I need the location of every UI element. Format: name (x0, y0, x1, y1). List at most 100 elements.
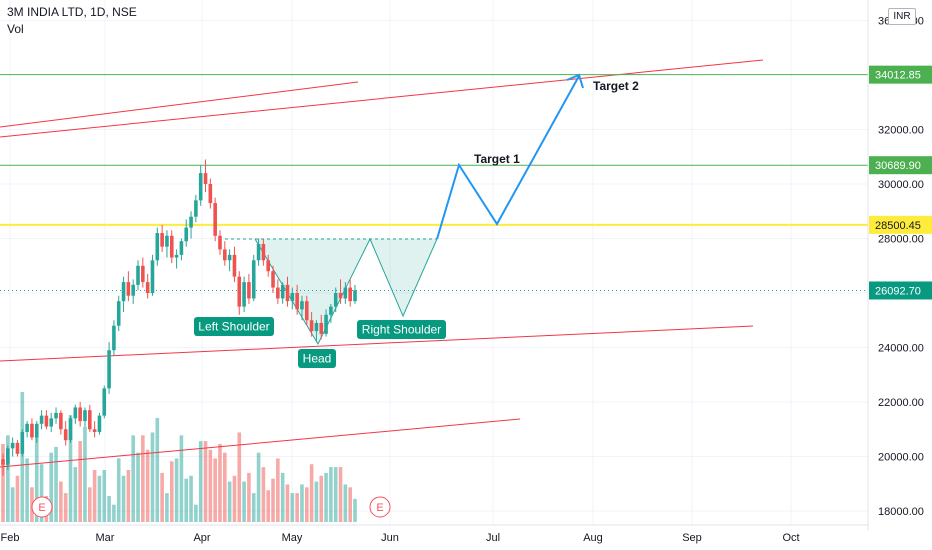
candle-body (251, 260, 256, 299)
candle-body (300, 301, 304, 310)
earnings-marker-1-label: E (38, 502, 45, 514)
pattern-label: Right Shoulder (362, 323, 441, 337)
volume-bar (131, 435, 135, 522)
candle-body (338, 293, 343, 299)
earnings-marker-2-label: E (376, 502, 383, 514)
pattern-label-badge[interactable] (357, 320, 446, 339)
price-level-label: 30689.90 (875, 160, 921, 172)
volume-bar (208, 449, 213, 522)
candle-body (165, 235, 169, 247)
volume-bar (213, 458, 217, 522)
candle-body (189, 216, 193, 228)
volume-bar (295, 493, 299, 522)
candle-body (237, 276, 242, 307)
earnings-marker-2[interactable] (369, 496, 391, 518)
trendline-upper-1 (0, 59, 764, 138)
volume-bar (145, 449, 150, 522)
volume-bar (261, 467, 266, 522)
volume-bar (348, 487, 352, 522)
x-tick-label: Jul (486, 532, 500, 544)
volume-indicator-label[interactable]: Vol (7, 22, 24, 36)
currency-badge[interactable]: INR (888, 8, 916, 25)
volume-bar (237, 432, 242, 522)
candle-body (343, 287, 348, 299)
volume-bar (304, 487, 309, 522)
candle-body (256, 243, 261, 261)
earnings-marker-1[interactable] (31, 496, 53, 518)
candle-body (174, 254, 179, 258)
volume-bar (285, 484, 290, 522)
volume-bar (300, 484, 304, 522)
pattern-label: Head (303, 352, 332, 366)
volume-bar (121, 475, 126, 522)
target-label[interactable]: Target 2 (593, 79, 639, 93)
candle-body (112, 325, 116, 351)
volume-bar (353, 498, 357, 522)
candle-body (194, 200, 198, 217)
volume-bar (1, 444, 5, 522)
pattern-fill-right (370, 239, 437, 316)
volume-bar (276, 458, 280, 522)
volume-bar (160, 472, 164, 522)
volume-bar (324, 472, 328, 522)
price-level-tag (869, 281, 932, 300)
candle-body (136, 265, 140, 285)
volume-bar (165, 493, 169, 522)
candle-body (49, 418, 54, 427)
symbol-title[interactable]: 3M INDIA LTD, 1D, NSE (7, 5, 137, 19)
volume-bar (34, 432, 39, 522)
x-tick-label: Sep (682, 532, 702, 544)
volume-bar (68, 415, 73, 522)
candle-body (319, 322, 324, 334)
volume-bar (314, 481, 319, 522)
volume-bar (6, 435, 10, 522)
volume-bar (203, 441, 208, 522)
candle-body (304, 301, 309, 321)
volume-bar (39, 464, 44, 522)
x-tick-label: Oct (782, 532, 799, 544)
candle-body (97, 415, 102, 432)
candle-body (6, 448, 10, 465)
price-level-tag (869, 215, 932, 234)
candle-body (131, 284, 135, 296)
candle-body (208, 184, 213, 204)
candle-body (203, 173, 208, 184)
volume-bar (20, 392, 25, 522)
pattern-label-badge[interactable] (194, 317, 274, 336)
x-tick-label: Apr (193, 532, 210, 544)
volume-bar (169, 461, 174, 522)
candle-body (34, 423, 39, 438)
candle-body (73, 407, 78, 419)
volume-bar (49, 452, 54, 522)
y-tick-label: 22000.00 (878, 397, 924, 409)
volume-bar (102, 470, 107, 522)
candle-body (116, 301, 121, 326)
candle-body (150, 260, 155, 293)
candle-body (232, 254, 237, 277)
volume-bar (54, 446, 58, 522)
trendline-neck-support (0, 325, 754, 362)
projection-path (436, 73, 584, 240)
time-axis[interactable]: Feb Mar Apr May Jun Jul Aug Sep Oct (1, 532, 800, 544)
volume-bar (78, 441, 82, 522)
candle-body (169, 235, 174, 258)
volume-bar (198, 441, 203, 522)
candle-body (83, 410, 87, 422)
volume-bar (223, 452, 227, 522)
y-tick-label: 18000.00 (878, 506, 924, 518)
target-label[interactable]: Target 1 (474, 152, 520, 166)
volume-bar (333, 467, 338, 522)
candle-body (290, 293, 295, 302)
candle-body (15, 442, 20, 454)
y-tick-label: 30000.00 (878, 179, 924, 191)
candle-body (247, 282, 251, 299)
candle-body (333, 293, 338, 307)
candle-body (266, 260, 271, 272)
candle-body (271, 271, 275, 288)
candle-body (25, 423, 29, 432)
x-tick-label: Mar (96, 532, 115, 544)
volume-bar (290, 493, 295, 522)
pattern-label-badge[interactable] (298, 349, 336, 368)
price-axis[interactable]: 18000.0020000.0022000.0024000.0026000.00… (878, 16, 924, 519)
